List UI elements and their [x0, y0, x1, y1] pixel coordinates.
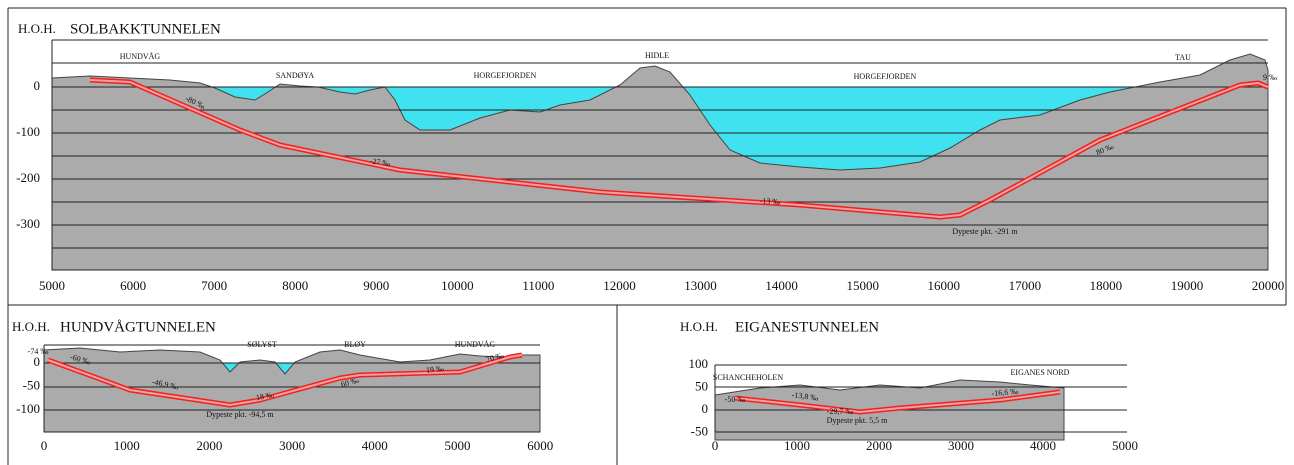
- x-tick-label: 2000: [196, 438, 222, 453]
- panel-title: EIGANESTUNNELEN: [735, 319, 879, 335]
- gradient-label: 9 ‰: [1263, 73, 1277, 82]
- x-tick-label: 16000: [928, 278, 961, 293]
- place-name: SANDØYA: [276, 71, 314, 80]
- annotation: Dypeste pkt. 5,5 m: [827, 416, 888, 425]
- annotation: Dypeste pkt. -291 m: [952, 227, 1018, 236]
- x-tick-label: 5000: [1112, 438, 1138, 453]
- x-tick-label: 6000: [527, 438, 553, 453]
- x-tick-label: 3000: [279, 438, 305, 453]
- y-tick-label: -50: [691, 423, 708, 438]
- y-tick-label: -100: [16, 401, 40, 416]
- y-tick-label: -200: [16, 170, 40, 185]
- y-tick-label: -50: [23, 377, 40, 392]
- place-name: EIGANES NORD: [1011, 368, 1070, 377]
- x-tick-label: 15000: [846, 278, 879, 293]
- x-tick-label: 10000: [441, 278, 474, 293]
- tunnel-profiles: H.O.H.SOLBAKKTUNNELEN5000600070008000900…: [0, 0, 1294, 465]
- annotation: Dypeste pkt. -94,5 m: [206, 410, 274, 419]
- place-name: HIDLE: [645, 51, 669, 60]
- y-tick-label: 0: [34, 354, 41, 369]
- y-tick-label: 0: [702, 401, 709, 416]
- x-tick-label: 4000: [1030, 438, 1056, 453]
- x-tick-label: 1000: [784, 438, 810, 453]
- x-tick-label: 5000: [445, 438, 471, 453]
- gradient-label: -74 ‰: [28, 347, 49, 356]
- place-name: SCHANCHEHOLEN: [713, 373, 783, 382]
- panel-title: SOLBAKKTUNNELEN: [70, 21, 221, 37]
- x-tick-label: 6000: [120, 278, 146, 293]
- panel-title: HUNDVÅGTUNNELEN: [60, 319, 216, 335]
- place-name: HORGEFJORDEN: [854, 72, 917, 81]
- x-tick-label: 2000: [866, 438, 892, 453]
- x-tick-label: 0: [41, 438, 48, 453]
- gradient-label: -13 ‰: [759, 196, 780, 206]
- y-tick-label: -300: [16, 216, 40, 231]
- place-name: SØLYST: [247, 340, 277, 349]
- label: H.O.H.: [18, 21, 56, 36]
- x-tick-label: 19000: [1171, 278, 1204, 293]
- x-tick-label: 13000: [684, 278, 717, 293]
- label: H.O.H.: [12, 319, 50, 334]
- y-tick-label: 50: [695, 378, 708, 393]
- place-name: BLØY: [344, 340, 366, 349]
- x-tick-label: 14000: [765, 278, 798, 293]
- x-tick-label: 5000: [39, 278, 65, 293]
- label: H.O.H.: [680, 319, 718, 334]
- x-tick-label: 18000: [1090, 278, 1123, 293]
- gradient-label: -50 ‰: [725, 395, 746, 404]
- x-tick-label: 17000: [1009, 278, 1042, 293]
- y-tick-label: -100: [16, 124, 40, 139]
- terrain: [52, 54, 1268, 270]
- x-tick-label: 0: [712, 438, 719, 453]
- x-tick-label: 7000: [201, 278, 227, 293]
- x-tick-label: 3000: [948, 438, 974, 453]
- place-name: HUNDVÅG: [120, 52, 161, 61]
- x-tick-label: 9000: [363, 278, 389, 293]
- place-name: TAU: [1175, 53, 1191, 62]
- x-tick-label: 12000: [603, 278, 636, 293]
- y-tick-label: 0: [34, 78, 41, 93]
- x-tick-label: 1000: [114, 438, 140, 453]
- place-name: HORGEFJORDEN: [474, 71, 537, 80]
- x-tick-label: 20000: [1252, 278, 1285, 293]
- x-tick-label: 8000: [282, 278, 308, 293]
- gradient-label: -29,7 ‰: [827, 407, 854, 416]
- y-tick-label: 100: [689, 356, 709, 371]
- x-tick-label: 11000: [522, 278, 554, 293]
- gradient-label: 19 ‰: [426, 364, 445, 375]
- place-name: HUNDVÅG: [455, 340, 496, 349]
- x-tick-label: 4000: [362, 438, 388, 453]
